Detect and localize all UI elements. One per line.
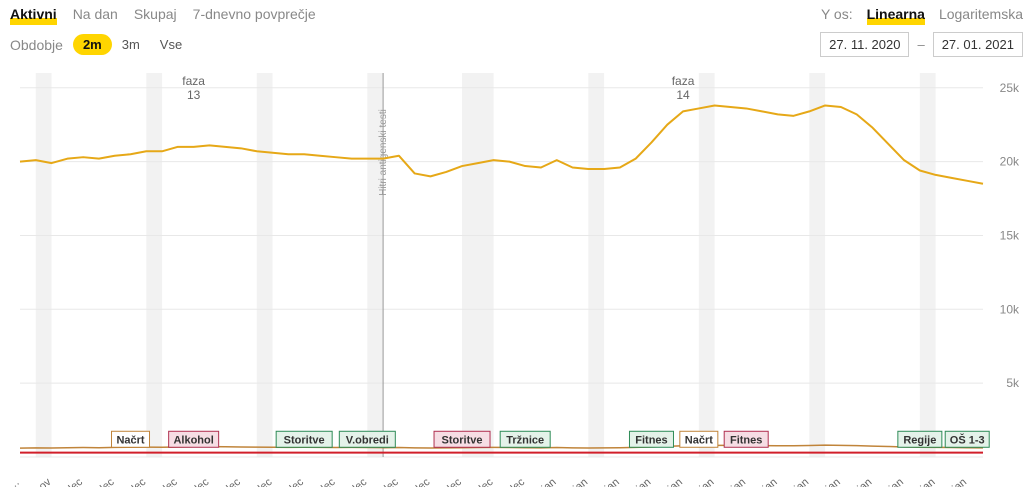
range-pill-2m[interactable]: 2m (73, 34, 112, 55)
x-tick-label: 4. dec (86, 476, 117, 487)
range-pill-Vse[interactable]: Vse (150, 34, 192, 55)
svg-text:faza: faza (182, 74, 205, 88)
svg-text:13: 13 (187, 88, 201, 102)
yaxis-tabs: Y os: Linearna Logaritemska (821, 6, 1023, 22)
svg-text:Načrt: Načrt (116, 434, 144, 446)
event-regije[interactable]: Regije (898, 431, 942, 447)
y-tick-label: 10k (1000, 302, 1020, 316)
event-načrt[interactable]: Načrt (112, 431, 150, 447)
x-tick-label: 5. jan (593, 476, 621, 487)
y-tick-label: 15k (1000, 228, 1020, 242)
x-tick-label: 21. jan (841, 476, 874, 487)
svg-text:Fitnes: Fitnes (730, 434, 762, 446)
date-range-separator: – (917, 37, 924, 52)
svg-text:Fitnes: Fitnes (635, 434, 667, 446)
x-tick-label: 12. dec (208, 476, 244, 487)
yaxis-tab-0[interactable]: Linearna (867, 6, 925, 22)
range-label: Obdobje (10, 37, 63, 53)
x-tick-label: 7. jan (625, 476, 653, 487)
event-tržnice[interactable]: Tržnice (500, 431, 550, 447)
event-storitve[interactable]: Storitve (276, 431, 332, 447)
mode-tabs: Aktivni Na dan Skupaj 7-dnevno povprečje (10, 6, 316, 22)
x-tick-label: 20. dec (334, 476, 370, 487)
event-storitve[interactable]: Storitve (434, 431, 490, 447)
svg-text:V.obredi: V.obredi (346, 434, 389, 446)
y-tick-label: 20k (1000, 155, 1020, 169)
x-tick-label: 25. jan (905, 476, 938, 487)
mode-tab-3[interactable]: 7-dnevno povprečje (193, 6, 316, 22)
x-tick-label: 11. jan (684, 476, 716, 487)
event-alkohol[interactable]: Alkohol (169, 431, 219, 447)
x-tick-label: 13. jan (715, 476, 748, 487)
date-range: 27. 11. 2020 – 27. 01. 2021 (820, 32, 1023, 57)
x-tick-label: 9. jan (657, 476, 685, 487)
svg-text:Alkohol: Alkohol (173, 434, 213, 446)
chart-area[interactable]: 5k 10k 15k 20k 25k Hitri antigenski testi faza… (10, 67, 1023, 487)
svg-text:Storitve: Storitve (284, 434, 325, 446)
x-tick-label: 19. jan (810, 476, 843, 487)
x-tick-label: 2… (10, 476, 22, 487)
svg-text:faza: faza (672, 74, 695, 88)
svg-text:Tržnice: Tržnice (506, 434, 544, 446)
x-tick-label: 6. dec (118, 476, 149, 487)
x-tick-label: 16. dec (271, 476, 307, 487)
x-tick-label: 27. jan (936, 476, 969, 487)
x-tick-label: 30. nov (18, 476, 54, 487)
x-tick-label: 30. dec (492, 476, 528, 487)
yaxis-label: Y os: (821, 6, 853, 22)
series-active (20, 105, 983, 183)
y-tick-label: 5k (1006, 376, 1020, 390)
x-tick-label: 15. jan (747, 476, 780, 487)
range-group: Obdobje 2m3mVse (10, 37, 192, 53)
event-načrt[interactable]: Načrt (680, 431, 718, 447)
date-from-input[interactable]: 27. 11. 2020 (820, 32, 909, 57)
svg-text:Storitve: Storitve (442, 434, 483, 446)
x-tick-label: 14. dec (239, 476, 275, 487)
x-tick-label: 22. dec (365, 476, 401, 487)
date-to-input[interactable]: 27. 01. 2021 (933, 32, 1023, 57)
event-v.obredi[interactable]: V.obredi (339, 431, 395, 447)
x-tick-label: 10. dec (176, 476, 212, 487)
event-fitnes[interactable]: Fitnes (724, 431, 768, 447)
svg-text:OŠ 1-3: OŠ 1-3 (950, 433, 985, 446)
x-tick-label: 2. dec (54, 476, 85, 487)
x-tick-label: 28. dec (460, 476, 496, 487)
x-tick-label: 26. dec (429, 476, 465, 487)
vline-label: Hitri antigenski testi (378, 109, 389, 196)
x-tick-label: 23. jan (873, 476, 906, 487)
event-oš 1-3[interactable]: OŠ 1-3 (945, 431, 989, 447)
y-tick-label: 25k (1000, 81, 1020, 95)
svg-text:Načrt: Načrt (685, 434, 713, 446)
mode-tab-1[interactable]: Na dan (73, 6, 118, 22)
x-tick-label: 8. dec (149, 476, 180, 487)
x-tick-label: 24. dec (397, 476, 433, 487)
x-tick-label: 1. jan (530, 476, 558, 487)
x-tick-label: 18. dec (302, 476, 338, 487)
svg-text:14: 14 (676, 88, 690, 102)
x-tick-label: 3. jan (562, 476, 590, 487)
x-tick-label: 17. jan (778, 476, 811, 487)
event-fitnes[interactable]: Fitnes (629, 431, 673, 447)
yaxis-tab-1[interactable]: Logaritemska (939, 6, 1023, 22)
range-pill-3m[interactable]: 3m (112, 34, 150, 55)
mode-tab-2[interactable]: Skupaj (134, 6, 177, 22)
mode-tab-0[interactable]: Aktivni (10, 6, 57, 22)
svg-text:Regije: Regije (903, 434, 936, 446)
